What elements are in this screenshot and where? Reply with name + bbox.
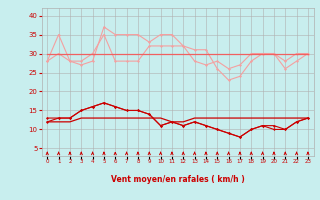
X-axis label: Vent moyen/en rafales ( km/h ): Vent moyen/en rafales ( km/h ) [111, 175, 244, 184]
